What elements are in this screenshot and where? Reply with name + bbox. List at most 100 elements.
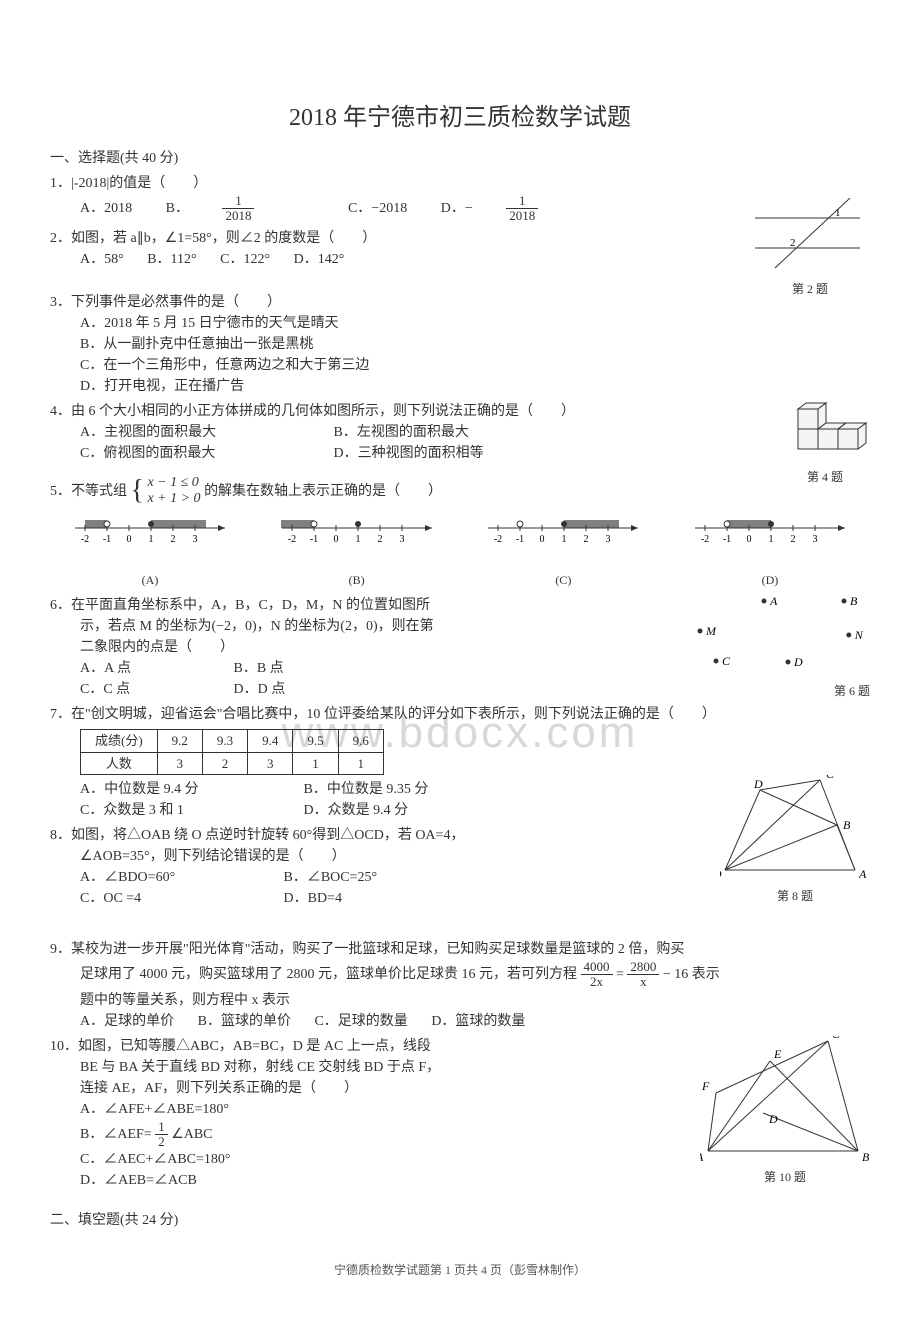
q4-opt-d: D．三种视图的面积相等 [334,446,484,461]
svg-text:1: 1 [355,534,360,545]
q6-l2: 示，若点 M 的坐标为(−2，0)，N 的坐标为(2，0)，则在第 [80,616,650,637]
numberline-d: -2-10123(D) [690,514,850,589]
page-title: 2018 年宁德市初三质检数学试题 [50,100,870,136]
svg-text:-2: -2 [494,534,502,545]
svg-text:1: 1 [149,534,154,545]
svg-text:M: M [705,624,717,638]
svg-text:0: 0 [746,534,751,545]
svg-text:D: D [753,777,763,791]
q6-opt-b: B．B 点 [234,661,284,676]
q9-eq-suffix: − 16 表示 [663,967,720,982]
q1-opt-d: D．− 12018 [441,194,599,224]
q8-l2: ∠AOB=35°，则下列结论错误的是（ ） [80,846,650,867]
section-1-head: 一、选择题(共 40 分) [50,148,870,169]
q6-opt-d: D．D 点 [234,682,286,697]
q10-opt-a: A．∠AFE+∠ABE=180° [80,1099,630,1120]
q5-stem-prefix: 5．不等式组 [50,484,127,499]
q9-frac-a-den: 2x [581,975,613,989]
q9-l1: 9．某校为进一步开展"阳光体育"活动，购买了一批篮球和足球，已知购买足球数量是篮… [50,939,870,960]
q9-eq: = [616,967,624,982]
q2-stem: 2．如图，若 a∥b，∠1=58°，则∠2 的度数是（ ） [50,228,690,249]
q2-opt-b: B．112° [147,249,196,270]
q1-opt-b: B． 12018 [166,194,315,224]
question-8: 8．如图，将△OAB 绕 O 点逆时针旋转 60°得到△OCD，若 OA=4， … [50,825,870,935]
q5-ineq-2: x + 1 > 0 [147,491,200,506]
table-cell: 1 [293,752,338,775]
svg-text:2: 2 [171,534,176,545]
q1-b-num: 1 [222,194,254,209]
q5-ineq-1: x − 1 ≤ 0 [147,475,198,490]
q4-figure: 第 4 题 [780,401,870,486]
table-header-cell: 9.4 [248,730,293,753]
svg-text:A: A [700,1150,704,1161]
svg-text:3: 3 [812,534,817,545]
svg-text:-1: -1 [516,534,524,545]
svg-text:0: 0 [540,534,545,545]
q9-l2-prefix: 足球用了 4000 元，购买篮球用了 2800 元，篮球单价比足球贵 16 元，… [80,967,581,982]
q9-frac-b-num: 2800 [627,960,659,975]
q9-opt-c: C．足球的数量 [314,1011,407,1032]
svg-text:C: C [722,654,731,668]
q10-opt-d: D．∠AEB=∠ACB [80,1170,630,1191]
q9-l3: 题中的等量关系，则方程中 x 表示 [80,990,870,1011]
svg-text:A: A [769,595,778,608]
svg-text:1: 1 [562,534,567,545]
q5-stem-suffix: 的解集在数轴上表示正确的是（ ） [204,484,442,499]
q1-opt-a: A．2018 [80,198,132,219]
q9-opt-b: B．篮球的单价 [198,1011,291,1032]
angle-1-label: 1 [835,207,841,219]
q8-opt-d: D．BD=4 [284,891,342,906]
q9-opt-d: D．篮球的数量 [431,1011,525,1032]
section-2-head: 二、填空题(共 24 分) [50,1210,870,1231]
svg-text:2: 2 [584,534,589,545]
q4-stem: 4．由 6 个大小相同的小正方体拼成的几何体如图所示，则下列说法正确的是（ ） [50,401,690,422]
table-header-cell: 9.2 [157,730,202,753]
q1-d-prefix: D．− [441,198,473,219]
q6-opt-a: A．A 点 [80,658,230,679]
q10-fig-label: 第 10 题 [700,1168,870,1186]
table-cell: 2 [202,752,247,775]
q8-opt-c: C．OC =4 [80,888,280,909]
question-5: 5．不等式组 { x − 1 ≤ 0 x + 1 > 0 的解集在数轴上表示正确… [50,475,870,590]
q6-opt-c: C．C 点 [80,679,230,700]
svg-text:B: B [843,818,851,832]
q10-b-prefix: B．∠AEF= [80,1127,152,1142]
question-6: 6．在平面直角坐标系中，A，B，C，D，M，N 的位置如图所 示，若点 M 的坐… [50,595,870,700]
table-cell: 1 [338,752,383,775]
svg-text:2: 2 [377,534,382,545]
table-cell: 人数 [81,752,158,775]
q6-l1: 6．在平面直角坐标系中，A，B，C，D，M，N 的位置如图所 [50,595,650,616]
q1-d-num: 1 [506,194,538,209]
question-4: 4．由 6 个大小相同的小正方体拼成的几何体如图所示，则下列说法正确的是（ ） … [50,401,870,471]
svg-text:E: E [773,1047,782,1061]
table-cell: 3 [248,752,293,775]
svg-text:B: B [862,1150,870,1161]
q6-figure: ABMNCD 第 6 题 [690,595,870,700]
q10-l2: BE 与 BA 关于直线 BD 对称，射线 CE 交射线 BD 于点 F， [80,1057,630,1078]
svg-text:-2: -2 [287,534,295,545]
q7-table: 成绩(分)9.29.39.49.59.6 人数32311 [80,729,384,775]
q10-opt-b: B．∠AEF= 12 ∠ABC [80,1120,630,1150]
q8-l1: 8．如图，将△OAB 绕 O 点逆时针旋转 60°得到△OCD，若 OA=4， [50,825,650,846]
svg-text:-2: -2 [701,534,709,545]
q9-opt-a: A．足球的单价 [80,1011,174,1032]
q1-b-den: 2018 [222,209,254,223]
q10-b-den: 2 [155,1135,168,1149]
q7-stem: 7．在"创文明城，迎省运会"合唱比赛中，10 位评委给某队的评分如下表所示，则下… [50,704,870,725]
q10-b-suffix: ∠ABC [171,1127,212,1142]
q10-figure: ABCDEF 第 10 题 [700,1036,870,1186]
q9-frac-a-num: 4000 [581,960,613,975]
svg-text:-2: -2 [81,534,89,545]
table-cell: 3 [157,752,202,775]
svg-text:3: 3 [606,534,611,545]
q7-opt-d: D．众数是 9.4 分 [304,803,409,818]
q3-opt-b: B．从一副扑克中任意抽出一张是黑桃 [80,334,870,355]
q10-b-num: 1 [155,1120,168,1135]
q4-opt-a: A．主视图的面积最大 [80,422,330,443]
q6-fig-label: 第 6 题 [690,682,870,700]
numberline-b: -2-10123(B) [277,514,437,589]
svg-text:3: 3 [399,534,404,545]
svg-text:0: 0 [333,534,338,545]
svg-text:B: B [850,595,858,608]
q10-l1: 10．如图，已知等腰△ABC，AB=BC，D 是 AC 上一点，线段 [50,1036,630,1057]
